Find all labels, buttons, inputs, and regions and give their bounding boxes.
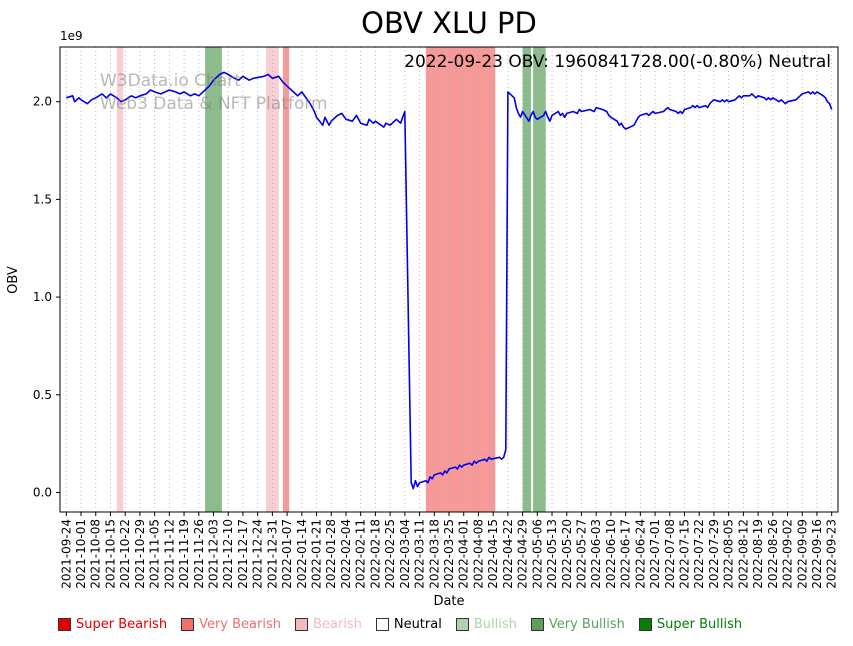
bullish-swatch (455, 618, 469, 631)
band-very_bullish (522, 47, 531, 512)
legend-item-bullish: Bullish (455, 617, 517, 632)
x-tick-label: 2022-04-01 (457, 519, 471, 589)
x-tick-label: 2021-12-31 (265, 519, 279, 589)
band-bearish (116, 47, 124, 512)
x-tick-label: 2022-07-29 (707, 519, 721, 589)
x-tick-label: 2021-10-22 (118, 519, 132, 589)
x-tick-label: 2022-04-08 (471, 519, 485, 589)
x-tick-label: 2022-05-27 (574, 519, 588, 589)
watermark: W3Data.io Chart Web3 Data & NFT Platform (100, 70, 328, 116)
legend-label-super_bearish: Super Bearish (76, 617, 168, 632)
x-tick-label: 2022-06-24 (633, 519, 647, 589)
x-tick-label: 2022-03-04 (398, 519, 412, 589)
very_bullish-swatch (530, 618, 544, 631)
neutral-swatch (375, 618, 389, 631)
x-tick-label: 2021-10-08 (89, 519, 103, 589)
x-tick-label: 2022-05-06 (530, 519, 544, 589)
legend-item-very_bullish: Very Bullish (530, 617, 625, 632)
x-tick-label: 2021-12-03 (206, 519, 220, 589)
super_bearish-swatch (58, 618, 71, 631)
x-tick-label: 2022-03-18 (427, 519, 441, 589)
x-tick-label: 2022-07-01 (648, 519, 662, 589)
x-tick-label: 2021-10-01 (74, 519, 88, 589)
x-tick-label: 2022-03-11 (413, 519, 427, 589)
x-tick-label: 2022-06-10 (604, 519, 618, 589)
plot-area: 2021-09-24 2021-10-01 2021-10-08 2021-10-15… (33, 46, 839, 589)
sentiment-legend: Super Bearish Very Bearish Bearish Neutral B… (58, 617, 742, 632)
x-tick-label: 2022-07-08 (663, 519, 677, 589)
x-tick-label: 2021-11-12 (162, 519, 176, 589)
x-tick-label: 2021-11-26 (192, 519, 206, 589)
x-tick-label: 2022-01-07 (280, 519, 294, 589)
y-tick-label: 1.5 (33, 192, 52, 206)
x-tick-label: 2021-12-17 (236, 519, 250, 589)
band-very_bearish (282, 47, 290, 512)
x-tick-label: 2022-02-18 (368, 519, 382, 589)
y-offset-label: 1e9 (60, 29, 83, 43)
x-axis-label: Date (433, 594, 464, 609)
band-very_bullish (533, 47, 546, 512)
x-tick-label: 2022-09-02 (781, 519, 795, 589)
plot-border (59, 46, 839, 513)
x-tick-label: 2022-02-11 (354, 519, 368, 589)
legend-label-neutral: Neutral (393, 617, 442, 632)
x-tick-label: 2022-01-21 (310, 519, 324, 589)
y-tick-label: 0.0 (33, 485, 52, 499)
x-tick-label: 2022-07-15 (678, 519, 692, 589)
super_bullish-swatch (638, 618, 652, 631)
x-tick-label: 2022-02-25 (383, 519, 397, 589)
watermark-line2: Web3 Data & NFT Platform (100, 94, 328, 114)
x-tick-label: 2022-08-26 (766, 519, 780, 589)
y-tick-label: 1.0 (33, 290, 52, 304)
y-axis-label: OBV (6, 266, 21, 294)
x-tick-label: 2022-04-22 (501, 519, 515, 589)
legend-item-neutral: Neutral (375, 617, 442, 632)
page-title: OBV XLU PD (361, 6, 537, 40)
legend-label-very_bearish: Very Bearish (199, 617, 281, 632)
x-tick-label: 2022-09-16 (810, 519, 824, 589)
x-tick-label: 2022-05-13 (545, 519, 559, 589)
x-tick-label: 2022-04-29 (516, 519, 530, 589)
x-tick-label: 2022-03-25 (442, 519, 456, 589)
legend-label-bearish: Bearish (312, 617, 362, 632)
legend-label-super_bullish: Super Bullish (656, 617, 743, 632)
x-tick-label: 2022-07-22 (692, 519, 706, 589)
obv-line (66, 71, 833, 490)
x-tick-label: 2021-09-24 (59, 519, 73, 589)
band-very_bearish (425, 47, 496, 512)
x-tick-label: 2021-12-24 (251, 519, 265, 589)
x-tick-label: 2022-08-05 (722, 519, 736, 589)
legend-item-bearish: Bearish (294, 617, 362, 632)
x-tick-label: 2022-09-23 (825, 519, 839, 589)
x-tick-label: 2021-11-05 (148, 519, 162, 589)
obv-status-annotation: 2022-09-23 OBV: 1960841728.00(-0.80%) Ne… (404, 52, 831, 72)
x-tick-label: 2022-02-04 (339, 519, 353, 589)
legend-label-very_bullish: Very Bullish (548, 617, 625, 632)
x-tick-label: 2022-08-12 (736, 519, 750, 589)
x-tick-label: 2021-12-10 (221, 519, 235, 589)
very_bearish-swatch (181, 618, 195, 631)
x-tick-label: 2022-01-14 (295, 519, 309, 589)
x-tick-label: 2022-01-28 (324, 519, 338, 589)
x-tick-label: 2022-05-20 (560, 519, 574, 589)
x-tick-label: 2022-06-17 (619, 519, 633, 589)
legend-item-super_bearish: Super Bearish (58, 617, 167, 632)
y-tick-label: 0.5 (33, 388, 52, 402)
x-tick-label: 2021-11-19 (177, 519, 191, 589)
watermark-line1: W3Data.io Chart (100, 71, 241, 91)
x-tick-label: 2022-06-03 (589, 519, 603, 589)
x-tick-label: 2022-09-09 (795, 519, 809, 589)
x-tick-label: 2022-08-19 (751, 519, 765, 589)
legend-item-super_bullish: Super Bullish (638, 617, 743, 632)
bearish-swatch (294, 618, 308, 631)
x-tick-label: 2021-10-29 (133, 519, 147, 589)
x-tick-label: 2022-04-15 (486, 519, 500, 589)
legend-item-very_bearish: Very Bearish (181, 617, 281, 632)
y-tick-label: 2.0 (33, 95, 52, 109)
legend-label-bullish: Bullish (473, 617, 517, 632)
x-tick-label: 2021-10-15 (103, 519, 117, 589)
